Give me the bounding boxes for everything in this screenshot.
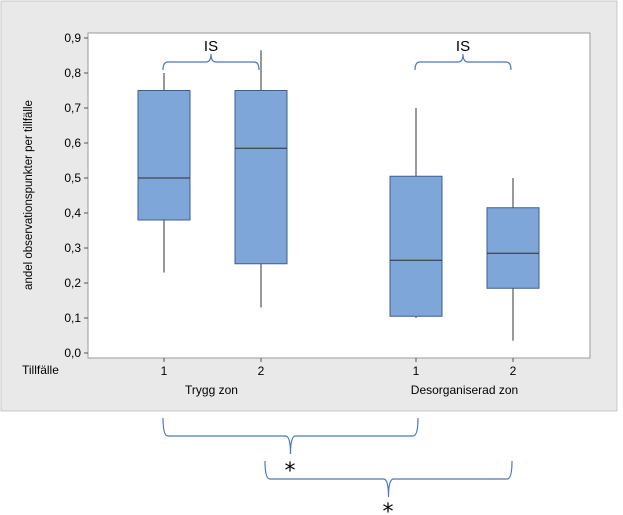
- x-tick-label: 1: [413, 364, 420, 378]
- box-iqr: [389, 175, 443, 317]
- between-group-bracket: [264, 460, 513, 498]
- annotations-layer: IS IS * *: [162, 38, 513, 515]
- boxes-layer: [137, 50, 540, 341]
- x-row-label: Tillfälle: [22, 363, 59, 377]
- box-iqr: [486, 207, 540, 289]
- y-tick-label: 0,7: [64, 101, 81, 115]
- between-group-annotation-text: *: [285, 459, 296, 484]
- x-tick-label: 2: [510, 364, 517, 378]
- y-tick-label: 0,9: [64, 31, 81, 45]
- between-group-bracket: [162, 417, 419, 455]
- y-axis: 0,0 0,1 0,2 0,3 0,4 0,5 0,6 0,7 0,8 0,9: [64, 31, 88, 360]
- within-group-annotation-text: IS: [456, 38, 470, 55]
- y-tick-label: 0,2: [64, 276, 81, 290]
- y-tick-label: 0,3: [64, 241, 81, 255]
- y-tick-label: 0,6: [64, 136, 81, 150]
- y-tick-label: 0,1: [64, 311, 81, 325]
- y-tick-label: 0,5: [64, 171, 81, 185]
- y-tick-label: 0,0: [64, 346, 81, 360]
- between-group-annotation-text: *: [383, 500, 394, 515]
- within-group-annotation-text: IS: [204, 38, 218, 55]
- y-axis-label: andel observationspunkter per tillfälle: [23, 100, 35, 290]
- x-group-label: Desorganiserad zon: [411, 383, 518, 397]
- x-tick-label: 1: [161, 364, 168, 378]
- x-axis: 1 2 Trygg zon 1 2 Desorganiserad zon: [161, 358, 518, 397]
- within-group-bracket: [162, 53, 260, 71]
- x-tick-label: 2: [258, 364, 265, 378]
- y-tick-label: 0,4: [64, 206, 81, 220]
- y-tick-label: 0,8: [64, 66, 81, 80]
- x-group-label: Trygg zon: [185, 383, 238, 397]
- box-iqr: [234, 90, 288, 265]
- within-group-bracket: [414, 53, 512, 71]
- box-iqr: [137, 90, 191, 221]
